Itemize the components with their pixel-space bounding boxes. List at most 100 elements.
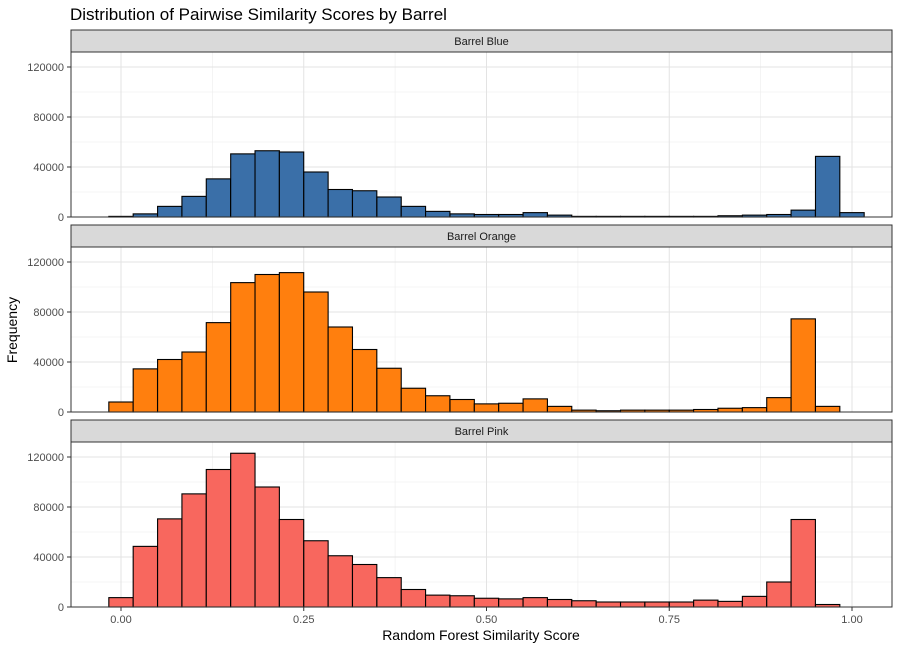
histogram-bar	[205, 468, 232, 608]
histogram-bar	[157, 358, 183, 413]
x-tick-label: 1.00	[841, 614, 862, 626]
histogram-bar	[376, 196, 402, 218]
histogram-bar	[351, 348, 378, 413]
histogram-bar	[254, 150, 280, 218]
histogram-bar	[473, 403, 500, 413]
histogram-bar	[668, 601, 695, 608]
histogram-bar	[376, 367, 402, 413]
histogram-bar	[425, 395, 451, 413]
histogram-bar	[790, 518, 816, 608]
facet-strip-label: Barrel Pink	[455, 426, 509, 438]
histogram-bar	[522, 398, 548, 413]
histogram-bar	[230, 153, 256, 218]
y-tick-label: 40000	[33, 357, 64, 369]
histogram-bar	[132, 368, 159, 413]
y-tick-label: 0	[58, 212, 64, 224]
histogram-bar	[230, 282, 256, 413]
histogram-bar	[766, 581, 792, 608]
histogram-bar	[351, 563, 378, 608]
facet-strip-label: Barrel Orange	[447, 231, 516, 243]
y-axis-title: Frequency	[4, 297, 20, 363]
facet-strip-label: Barrel Blue	[454, 36, 508, 48]
y-tick-label: 120000	[27, 62, 64, 74]
histogram-bar	[278, 518, 305, 608]
histogram-bar	[400, 205, 427, 218]
panel-border	[70, 246, 893, 413]
histogram-bar	[522, 597, 548, 608]
histogram-bar	[571, 600, 597, 608]
histogram-bar	[449, 595, 475, 608]
y-tick-label: 40000	[33, 552, 64, 564]
histogram-bar	[181, 493, 207, 608]
histogram-bar	[327, 188, 354, 218]
histogram-bar	[351, 190, 378, 218]
histogram-bar	[498, 598, 524, 608]
histogram-bar	[595, 601, 622, 608]
histogram-bar	[546, 405, 573, 413]
y-tick-label: 80000	[33, 307, 64, 319]
histogram-bar	[181, 351, 207, 413]
histogram-bar	[425, 210, 451, 218]
histogram-bar	[741, 595, 768, 608]
x-tick-label: 0.50	[476, 614, 497, 626]
panel-border	[70, 51, 893, 218]
x-axis: 0.00 0.25 0.50 0.75 1.00	[110, 607, 863, 626]
panel-1: Barrel Orange 0 40000 80000 120000	[27, 224, 893, 419]
histogram-bar	[254, 273, 280, 413]
histogram-bar	[546, 598, 573, 608]
histogram-bar	[230, 452, 256, 608]
histogram-bar	[327, 326, 354, 413]
histogram-bar	[839, 212, 865, 218]
histogram-bar	[278, 272, 305, 413]
x-axis-title: Random Forest Similarity Score	[382, 627, 580, 643]
y-tick-label: 120000	[27, 257, 64, 269]
y-tick-label: 80000	[33, 112, 64, 124]
histogram-bar	[400, 387, 427, 413]
y-tick-label: 120000	[27, 452, 64, 464]
panel-border	[70, 441, 893, 608]
histogram-bar	[522, 212, 548, 218]
x-tick-label: 0.00	[110, 614, 131, 626]
y-tick-label: 80000	[33, 502, 64, 514]
histogram-bar	[376, 577, 402, 608]
histogram-bar	[814, 155, 841, 218]
x-tick-label: 0.75	[659, 614, 680, 626]
histogram-bar	[108, 597, 134, 608]
histogram-bar	[278, 151, 305, 218]
histogram-bar	[814, 405, 841, 413]
histogram-bar	[254, 486, 280, 608]
histogram-bar	[693, 599, 719, 608]
histogram-bar	[449, 398, 475, 413]
histogram-bar	[400, 588, 427, 608]
histogram-bar	[741, 407, 768, 413]
histogram-bar	[303, 171, 329, 218]
histogram-bar	[181, 195, 207, 218]
histogram-bar	[108, 401, 134, 413]
histogram-bar	[132, 545, 159, 608]
y-tick-label: 0	[58, 602, 64, 614]
histogram-bar	[790, 318, 816, 413]
histogram-bar	[498, 402, 524, 413]
chart-title: Distribution of Pairwise Similarity Scor…	[70, 5, 447, 24]
histogram-bar	[717, 407, 743, 413]
histogram-bar	[157, 205, 183, 218]
histogram-bar	[790, 209, 816, 218]
histogram-bar	[157, 518, 183, 608]
histogram-bar	[303, 540, 329, 608]
y-tick-label: 40000	[33, 162, 64, 174]
panel-0: Barrel Blue 0 40000 80000 120000	[27, 29, 893, 224]
histogram-bar	[205, 178, 232, 218]
histogram-bar	[473, 597, 500, 608]
histogram-bar	[303, 291, 329, 413]
panel-2: Barrel Pink 0 40000 80000 120000	[27, 419, 893, 614]
histogram-bar	[327, 555, 354, 608]
histogram-bar	[717, 600, 743, 608]
histogram-bar	[205, 322, 232, 413]
x-tick-label: 0.25	[293, 614, 314, 626]
histogram-bar	[644, 601, 670, 608]
histogram-bar	[425, 594, 451, 608]
y-tick-label: 0	[58, 407, 64, 419]
histogram-bar	[766, 397, 792, 413]
